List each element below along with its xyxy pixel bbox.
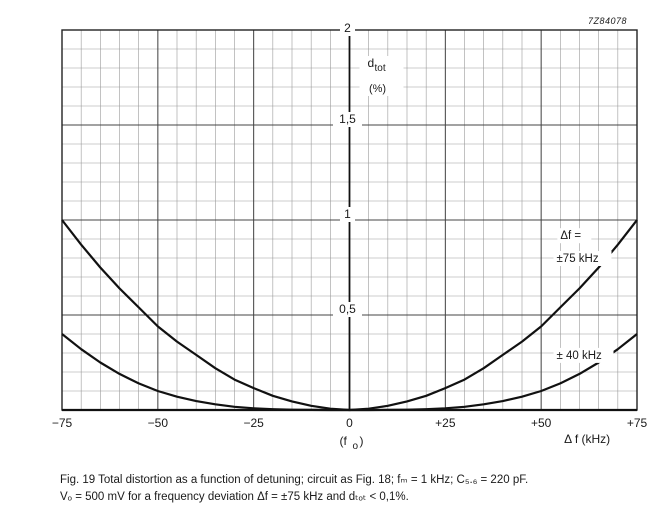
annotations: Δf = ±75 kHz ± 40 kHz	[553, 228, 614, 363]
figure-caption: Fig. 19 Total distortion as a function o…	[60, 472, 660, 506]
x-center-label: (f	[340, 434, 348, 448]
annotation-75-top-bg	[557, 228, 592, 244]
y-tick-label-bg	[340, 207, 355, 222]
x-center-label-tail: )	[360, 434, 364, 448]
x-tick-label: −75	[52, 416, 73, 430]
caption-line-1: Fig. 19 Total distortion as a function o…	[60, 474, 529, 486]
y-tick-label: 0,5	[339, 302, 356, 316]
y-axis-label-sub: tot	[375, 63, 386, 74]
annotation-40: ± 40 kHz	[557, 350, 603, 362]
y-tick-label: 1	[344, 207, 351, 221]
annotation-75-top: Δf =	[560, 230, 581, 242]
distortion-chart: −75 −50 −25 0 +25 +50 +75 0,5 1 1,5 2 d tot (%) (f o) Δ …	[52, 21, 648, 452]
annotation-40-bg	[553, 347, 614, 363]
figure-code: 7Z84078	[588, 16, 628, 26]
y-tick-label: 1,5	[339, 112, 356, 126]
y-tick-label: 2	[344, 21, 351, 35]
x-tick-label: −25	[243, 416, 264, 430]
series-line-2	[61, 333, 638, 412]
annotation-75-bottom-bg	[553, 251, 612, 266]
y-tick-label-bg	[340, 21, 355, 36]
y-tick-label-bg	[333, 112, 362, 127]
x-axis-label: Δ f (kHz)	[564, 432, 610, 446]
annotation-75-bottom: ±75 kHz	[557, 253, 599, 265]
x-tick-label: +75	[627, 416, 648, 430]
x-tick-label: +50	[531, 416, 552, 430]
x-tick-label: −50	[148, 416, 169, 430]
caption-line-2: Vₒ = 500 mV for a frequency deviation Δf…	[60, 491, 409, 503]
series-group	[61, 219, 638, 412]
x-center-label-sub: o	[353, 441, 359, 452]
y-axis-label: d	[368, 56, 375, 70]
y-axis-unit: (%)	[369, 83, 386, 95]
tick-labels: −75 −50 −25 0 +25 +50 +75 0,5 1 1,5 2 d tot (%) (f o) Δ …	[52, 21, 648, 452]
y-tick-label-bg	[333, 302, 362, 317]
x-tick-label: +25	[435, 416, 456, 430]
x-tick-label: 0	[346, 416, 353, 430]
y-label-bg	[359, 56, 404, 96]
